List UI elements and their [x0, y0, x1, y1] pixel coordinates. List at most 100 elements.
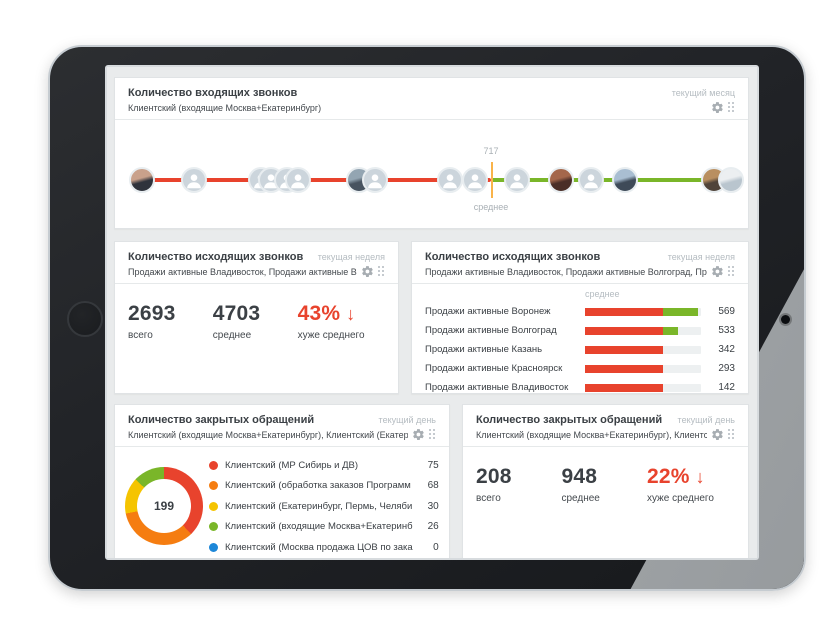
widget-header: Количество входящих звонков текущий меся… — [115, 78, 748, 120]
widget-title: Количество исходящих звонков — [425, 251, 601, 263]
bar-label: Продажи активные Красноярск — [425, 363, 563, 374]
widget-header: Количество закрытых обращений текущий де… — [463, 405, 748, 447]
bar-row: Продажи активные Воронеж 569 — [425, 302, 735, 321]
legend-dot — [209, 481, 218, 491]
drag-handle-icon[interactable] — [378, 266, 385, 277]
widget-outgoing-calls-bars: Количество исходящих звонков текущая нед… — [411, 241, 749, 394]
widget-header: Количество исходящих звонков текущая нед… — [412, 242, 748, 284]
stat-vs-average: 22% ↓ хуже среднего — [647, 465, 732, 504]
donut-chart: 199 — [125, 467, 203, 546]
stat-value: 208 — [476, 465, 512, 488]
bar-fill-red — [585, 364, 663, 373]
tablet-device: Количество входящих звонков текущий меся… — [48, 45, 806, 591]
widget-closed-tickets-donut: Количество закрытых обращений текущий де… — [114, 404, 450, 558]
bar-label: Продажи активные Владивосток — [425, 382, 569, 393]
gear-icon[interactable] — [412, 428, 425, 441]
average-value: 717 — [483, 146, 499, 156]
drag-handle-icon[interactable] — [728, 102, 735, 113]
gear-icon[interactable] — [361, 265, 374, 278]
stat-value: 43% ↓ — [297, 302, 356, 325]
legend-item: Клиентский (МР Сибирь и ДВ) 75 — [209, 455, 439, 476]
legend-value: 30 — [427, 500, 439, 512]
stat-value: 948 — [561, 465, 598, 488]
legend-label: Клиентский (входящие Москва+Екатеринб — [225, 521, 413, 533]
widget-header: Количество закрытых обращений текущий де… — [115, 405, 449, 447]
stats: 208 всего 948 среднее 22% ↓ хуже среднег… — [463, 447, 748, 504]
stat-label: среднее — [561, 493, 600, 504]
dashboard: Количество входящих звонков текущий меся… — [107, 67, 757, 558]
bar-row: Продажи активные Владивосток 142 — [425, 378, 735, 393]
drag-handle-icon[interactable] — [728, 429, 735, 440]
stat-average: 4703 среднее — [213, 302, 298, 341]
legend-value: 26 — [427, 521, 439, 533]
down-arrow-icon: ↓ — [346, 304, 356, 324]
stat-total: 208 всего — [476, 465, 561, 504]
widget-outgoing-calls-stats: Количество исходящих звонков текущая нед… — [114, 241, 399, 394]
legend-item: Клиентский (Москва продажа ЦОВ по зака 0 — [209, 537, 439, 558]
person-icon — [584, 174, 598, 189]
legend-dot — [209, 522, 218, 532]
stat-value: 22% ↓ — [646, 465, 705, 488]
person-icon — [467, 174, 482, 189]
stat-label: всего — [476, 493, 501, 504]
avatar[interactable] — [612, 167, 639, 193]
avatar[interactable] — [578, 167, 605, 193]
widget-title: Количество исходящих звонков — [128, 251, 304, 263]
person-icon — [443, 174, 458, 189]
legend-dot — [209, 542, 218, 552]
gear-icon[interactable] — [711, 265, 724, 278]
avatar[interactable] — [461, 167, 488, 193]
legend-label: Клиентский (Екатеринбург, Пермь, Челяби — [225, 500, 413, 512]
person-icon — [291, 174, 305, 189]
bar-rows: Продажи активные Воронеж 569 Продажи акт… — [425, 302, 735, 393]
legend-dot — [209, 460, 218, 470]
widget-period: текущая неделя — [317, 252, 385, 262]
bar-row: Продажи активные Казань 342 — [425, 340, 735, 359]
legend-value: 75 — [427, 459, 439, 471]
drag-handle-icon[interactable] — [728, 266, 735, 277]
avatar[interactable] — [128, 167, 155, 193]
donut-legend: Клиентский (МР Сибирь и ДВ) 75 Клиентски… — [209, 455, 439, 558]
bar-label: Продажи активные Воронеж — [425, 306, 551, 317]
person-icon — [367, 174, 382, 189]
bar-value: 342 — [718, 344, 735, 355]
bar-label: Продажи активные Волгоград — [425, 325, 557, 336]
widget-subtitle: Клиентский (входящие Москва+Екатеринбург… — [128, 429, 408, 440]
gear-icon[interactable] — [711, 101, 724, 114]
legend-value: 0 — [433, 541, 439, 553]
home-button[interactable] — [67, 301, 103, 337]
gear-icon[interactable] — [711, 428, 724, 441]
bar-track — [585, 326, 701, 335]
average-label: среднее — [473, 202, 509, 212]
person-icon — [510, 174, 524, 189]
avatar[interactable] — [717, 167, 744, 193]
avatar[interactable] — [547, 167, 574, 193]
widget-period: текущий месяц — [671, 88, 735, 98]
bar-value: 569 — [718, 306, 735, 317]
stat-value: 4703 — [212, 302, 261, 325]
bar-fill-green — [662, 326, 678, 335]
widget-subtitle: Продажи активные Владивосток, Продажи ак… — [128, 266, 357, 277]
legend-item: Клиентский (обработка заказов Программ 6… — [209, 476, 439, 497]
bar-value: 142 — [718, 382, 735, 393]
avatar[interactable] — [361, 167, 388, 193]
widget-header: Количество исходящих звонков текущая нед… — [115, 242, 398, 284]
avatar[interactable] — [503, 167, 530, 193]
drag-handle-icon[interactable] — [429, 429, 436, 440]
camera-icon — [781, 315, 790, 324]
timeline-below-average-line — [141, 178, 491, 182]
widget-title: Количество закрытых обращений — [476, 414, 663, 426]
tablet-screen: Количество входящих звонков текущий меся… — [105, 65, 759, 560]
avatar[interactable] — [437, 167, 464, 193]
stat-total: 2693 всего — [128, 302, 213, 341]
widget-subtitle: Клиентский (входящие Москва+Екатеринбург… — [128, 102, 322, 113]
stat-label: хуже среднего — [646, 493, 714, 504]
stat-average: 948 среднее — [561, 465, 646, 504]
avatar[interactable] — [284, 167, 311, 193]
bar-row: Продажи активные Красноярск 293 — [425, 359, 735, 378]
bar-label: Продажи активные Казань — [425, 344, 543, 355]
avatar[interactable] — [181, 167, 208, 193]
bar-fill-red — [585, 307, 663, 316]
bars-average-label: среднее — [585, 289, 620, 299]
